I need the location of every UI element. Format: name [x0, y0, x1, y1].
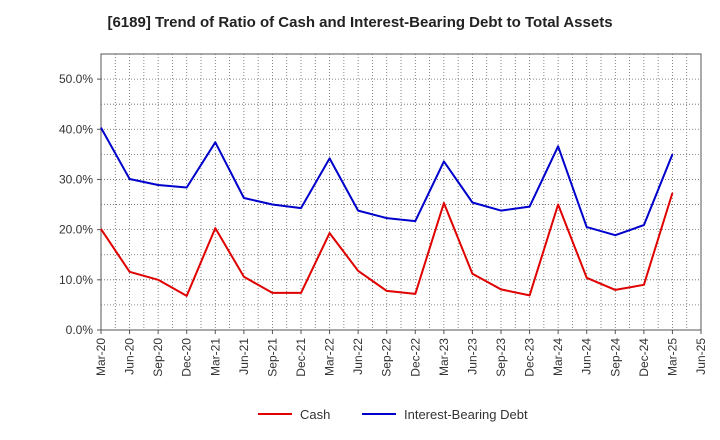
data-point	[671, 153, 673, 155]
data-point	[471, 273, 473, 275]
y-tick-label: 10.0%	[59, 273, 93, 287]
x-tick-label: Jun-22	[351, 338, 365, 375]
data-point	[214, 141, 216, 143]
x-tick-label: Jun-20	[123, 338, 137, 375]
x-tick-label: Jun-21	[237, 338, 251, 375]
data-point	[300, 292, 302, 294]
x-tick-label: Mar-25	[665, 338, 679, 376]
data-point	[529, 206, 531, 208]
x-tick-label: Mar-23	[437, 338, 451, 376]
y-tick-label: 40.0%	[59, 122, 93, 136]
data-point	[386, 290, 388, 292]
chart-title: [6189] Trend of Ratio of Cash and Intere…	[107, 14, 613, 31]
x-tick-label: Jun-24	[580, 338, 594, 375]
x-tick-label: Dec-20	[180, 338, 194, 377]
data-point	[643, 224, 645, 226]
data-point	[271, 292, 273, 294]
y-tick-label: 20.0%	[59, 223, 93, 237]
data-point	[471, 202, 473, 204]
data-point	[386, 217, 388, 219]
x-tick-label: Mar-21	[208, 338, 222, 376]
data-point	[186, 295, 188, 297]
legend-label: Cash	[300, 407, 330, 422]
x-tick-label: Sep-21	[265, 338, 279, 377]
data-point	[157, 279, 159, 281]
data-point	[243, 276, 245, 278]
data-point	[671, 192, 673, 194]
data-point	[500, 288, 502, 290]
x-tick-label: Jun-23	[465, 338, 479, 375]
y-tick-label: 30.0%	[59, 172, 93, 186]
x-tick-label: Jun-25	[694, 338, 708, 375]
y-tick-label: 0.0%	[66, 323, 94, 337]
data-point	[643, 284, 645, 286]
data-point	[186, 186, 188, 188]
data-point	[586, 277, 588, 279]
data-point	[614, 234, 616, 236]
data-point	[300, 207, 302, 209]
data-point	[500, 210, 502, 212]
data-point	[614, 289, 616, 291]
x-tick-label: Sep-22	[380, 338, 394, 377]
data-point	[557, 204, 559, 206]
y-tick-label: 50.0%	[59, 72, 93, 86]
x-tick-label: Mar-24	[551, 338, 565, 376]
data-point	[529, 294, 531, 296]
x-tick-label: Sep-23	[494, 338, 508, 377]
data-point	[100, 127, 102, 129]
legend-label: Interest-Bearing Debt	[404, 407, 528, 422]
x-tick-label: Sep-24	[608, 338, 622, 377]
data-point	[414, 220, 416, 222]
data-point	[414, 293, 416, 295]
data-point	[100, 228, 102, 230]
data-point	[357, 210, 359, 212]
data-point	[329, 232, 331, 234]
data-point	[443, 160, 445, 162]
data-point	[357, 270, 359, 272]
data-point	[557, 145, 559, 147]
data-point	[157, 184, 159, 186]
data-point	[329, 157, 331, 159]
x-tick-label: Mar-20	[94, 338, 108, 376]
x-tick-label: Dec-22	[408, 338, 422, 377]
data-point	[243, 197, 245, 199]
data-point	[129, 271, 131, 273]
x-tick-label: Mar-22	[323, 338, 337, 376]
x-tick-label: Dec-21	[294, 338, 308, 377]
data-point	[443, 202, 445, 204]
data-point	[129, 178, 131, 180]
x-tick-label: Dec-23	[523, 338, 537, 377]
data-point	[586, 226, 588, 228]
x-tick-label: Dec-24	[637, 338, 651, 377]
data-point	[214, 227, 216, 229]
x-tick-label: Sep-20	[151, 338, 165, 377]
data-point	[271, 204, 273, 206]
